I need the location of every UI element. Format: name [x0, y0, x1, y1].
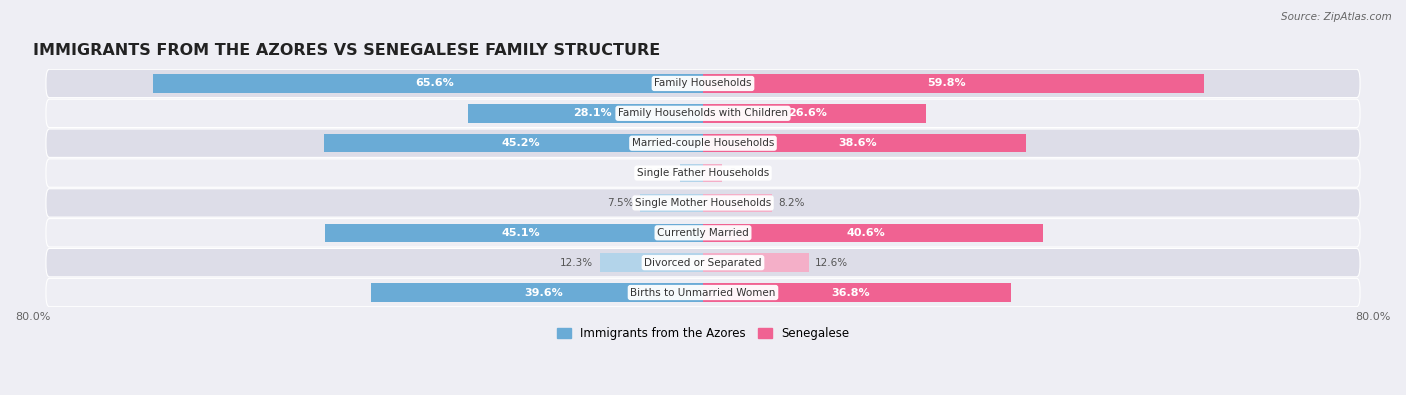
Text: Single Mother Households: Single Mother Households — [636, 198, 770, 208]
Bar — [325, 134, 703, 152]
FancyBboxPatch shape — [46, 189, 1360, 217]
Bar — [703, 134, 1026, 152]
Text: 65.6%: 65.6% — [416, 79, 454, 88]
Bar — [325, 224, 703, 242]
Bar — [153, 74, 703, 93]
Text: 38.6%: 38.6% — [838, 138, 877, 148]
Text: Married-couple Households: Married-couple Households — [631, 138, 775, 148]
Text: 26.6%: 26.6% — [789, 108, 827, 118]
Text: IMMIGRANTS FROM THE AZORES VS SENEGALESE FAMILY STRUCTURE: IMMIGRANTS FROM THE AZORES VS SENEGALESE… — [32, 43, 659, 58]
Text: 7.5%: 7.5% — [607, 198, 634, 208]
Bar — [703, 74, 1204, 93]
FancyBboxPatch shape — [46, 159, 1360, 187]
Text: 39.6%: 39.6% — [524, 288, 564, 297]
Text: Family Households: Family Households — [654, 79, 752, 88]
Bar — [371, 283, 703, 302]
Text: Single Father Households: Single Father Households — [637, 168, 769, 178]
FancyBboxPatch shape — [46, 129, 1360, 157]
FancyBboxPatch shape — [46, 278, 1360, 307]
Bar — [703, 194, 772, 212]
Bar — [679, 164, 703, 182]
Text: 2.3%: 2.3% — [728, 168, 755, 178]
FancyBboxPatch shape — [46, 248, 1360, 277]
Bar — [640, 194, 703, 212]
Bar — [703, 224, 1043, 242]
Text: 8.2%: 8.2% — [779, 198, 804, 208]
Text: 45.1%: 45.1% — [502, 228, 540, 238]
Bar — [703, 164, 723, 182]
Legend: Immigrants from the Azores, Senegalese: Immigrants from the Azores, Senegalese — [553, 322, 853, 344]
Bar — [703, 104, 927, 122]
Text: Births to Unmarried Women: Births to Unmarried Women — [630, 288, 776, 297]
Text: 2.8%: 2.8% — [647, 168, 673, 178]
Text: 59.8%: 59.8% — [928, 79, 966, 88]
Text: 12.3%: 12.3% — [560, 258, 593, 268]
FancyBboxPatch shape — [46, 99, 1360, 128]
Text: 40.6%: 40.6% — [846, 228, 886, 238]
Bar — [703, 283, 1011, 302]
Bar — [703, 254, 808, 272]
FancyBboxPatch shape — [46, 218, 1360, 247]
Text: 12.6%: 12.6% — [815, 258, 848, 268]
Text: Currently Married: Currently Married — [657, 228, 749, 238]
Bar — [468, 104, 703, 122]
FancyBboxPatch shape — [46, 69, 1360, 98]
Text: 28.1%: 28.1% — [572, 108, 612, 118]
Bar — [600, 254, 703, 272]
Text: 45.2%: 45.2% — [501, 138, 540, 148]
Text: Source: ZipAtlas.com: Source: ZipAtlas.com — [1281, 12, 1392, 22]
Text: Divorced or Separated: Divorced or Separated — [644, 258, 762, 268]
Text: 36.8%: 36.8% — [831, 288, 870, 297]
Text: Family Households with Children: Family Households with Children — [619, 108, 787, 118]
